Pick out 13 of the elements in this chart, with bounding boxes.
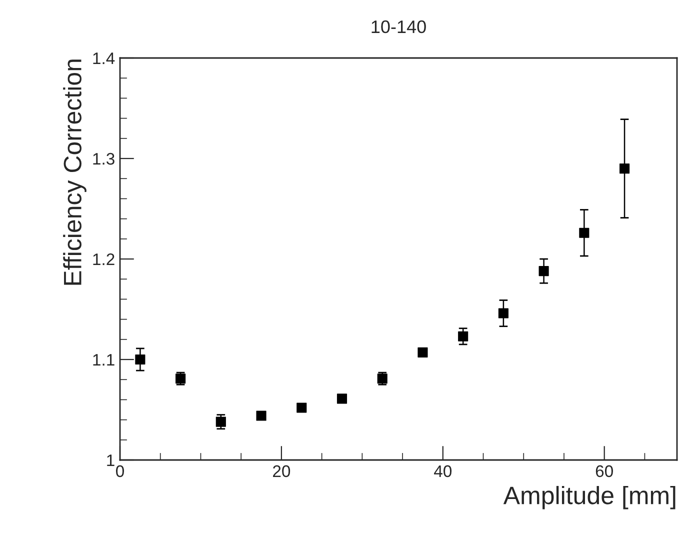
y-tick-label: 1.3 (93, 152, 114, 165)
point (498, 308, 508, 318)
y-tick-label: 1.1 (93, 354, 114, 366)
x-tick-label: 0 (116, 465, 124, 478)
x-tick-label: 20 (273, 465, 290, 478)
x-tick-label: 40 (434, 465, 452, 478)
x-axis-title: Amplitude [mm] (503, 486, 676, 510)
y-tick-label: 1 (107, 454, 114, 466)
y-axis-title: Efficiency Correction (63, 60, 86, 285)
y-tick-label: 1.2 (93, 253, 114, 266)
x-tick-label: 60 (596, 465, 613, 478)
chart-title: 10-140 (372, 20, 426, 34)
y-tick-label: 1.4 (93, 52, 115, 64)
